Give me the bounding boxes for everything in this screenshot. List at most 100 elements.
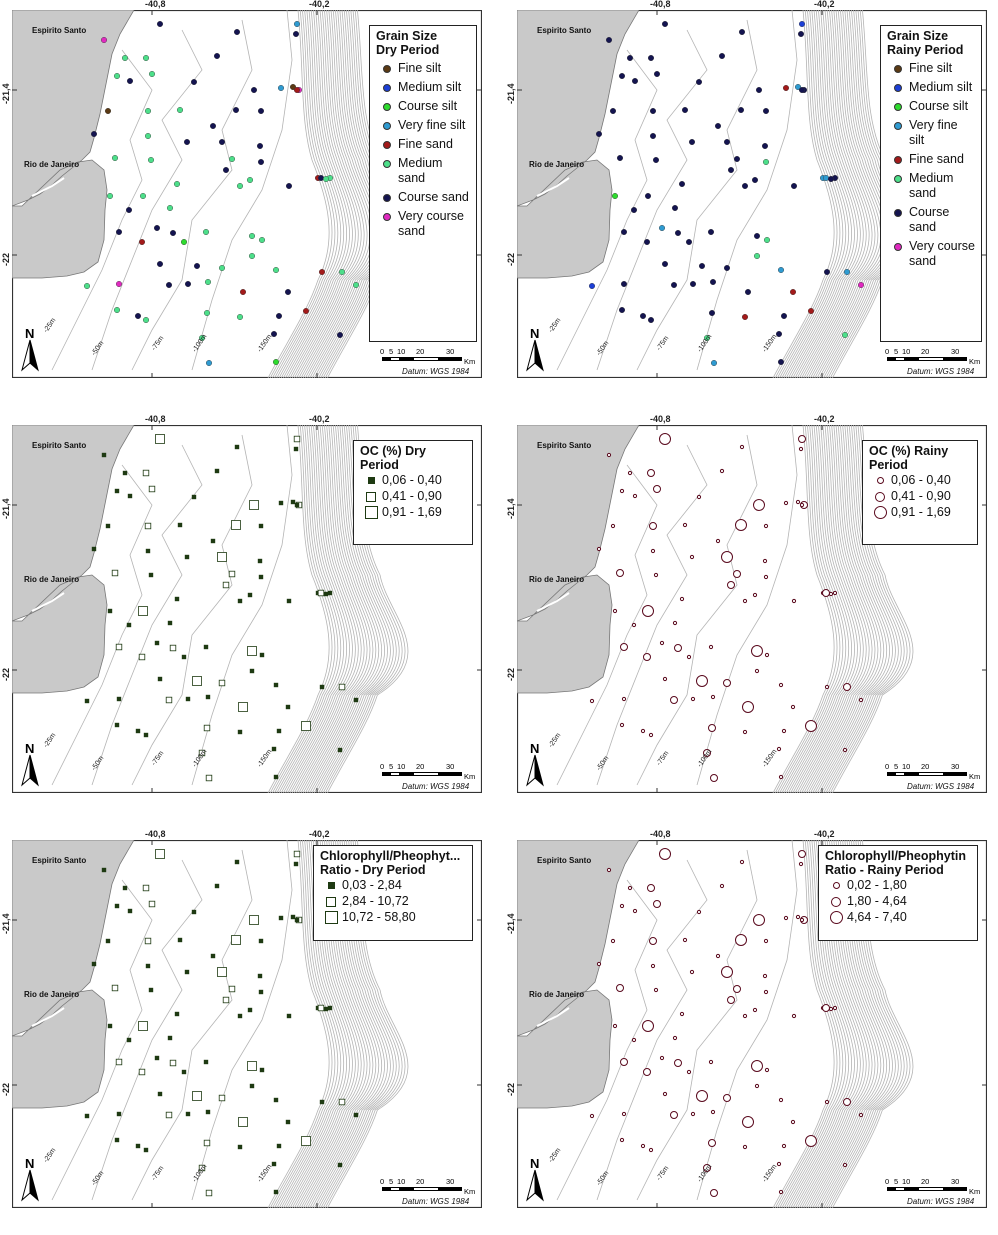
station-square: [278, 500, 284, 506]
station-square: [319, 1099, 325, 1105]
scale-numbers: 0 5 10 20 30: [885, 347, 985, 357]
scale-segment: [903, 358, 920, 360]
station-point: [273, 359, 280, 366]
station-circle: [822, 1004, 830, 1012]
legend-label: Course silt: [909, 99, 969, 113]
station-circle: [672, 1035, 678, 1041]
station-circle: [612, 608, 618, 614]
station-square: [293, 861, 299, 867]
station-point: [842, 332, 849, 339]
station-square: [169, 644, 177, 652]
legend-title: Chlorophyll/Pheophyt...: [320, 849, 461, 863]
station-circle: [632, 908, 638, 914]
station-square: [84, 698, 90, 704]
scale-segment: [390, 358, 399, 360]
station-circle: [754, 668, 760, 674]
station-point: [218, 264, 225, 271]
legend-item: 4,64 - 7,40: [825, 910, 971, 925]
land-area: [517, 840, 640, 1109]
x-tick-label: -40,2: [814, 414, 835, 424]
station-circle: [753, 914, 765, 926]
station-point: [733, 155, 740, 162]
scale-bar: 0 5 10 20 30 Km: [380, 762, 480, 792]
y-tick-label: -21,4: [506, 913, 516, 934]
station-square: [285, 704, 291, 710]
station-circle: [642, 605, 654, 617]
bathymetry-contours: [51, 425, 409, 793]
station-circle: [596, 546, 602, 552]
station-point: [286, 182, 293, 189]
legend-label: 2,84 - 10,72: [342, 894, 409, 908]
station-circle: [643, 653, 651, 661]
legend: OC (%) Rainy Period 0,06 - 0,40 0,41 - 0,90…: [862, 440, 978, 545]
legend-title: Ratio - Dry Period: [320, 863, 426, 877]
y-tick-label: -22: [1, 1082, 11, 1096]
legend-label: 0,03 - 2,84: [342, 878, 402, 892]
station-circle: [805, 720, 817, 732]
station-circle: [606, 867, 612, 873]
station-circle: [620, 1058, 628, 1066]
station-point: [173, 180, 180, 187]
scale-segment: [919, 773, 943, 775]
y-tick-label: -21,4: [1, 83, 11, 104]
scale-unit: Km: [464, 357, 476, 366]
station-point: [148, 71, 155, 78]
station-point: [183, 138, 190, 145]
station-point: [798, 31, 805, 38]
station-circle: [764, 1067, 770, 1073]
legend: OC (%) Dry Period 0,06 - 0,40 0,41 - 0,90 0,…: [353, 440, 473, 545]
legend-symbol-icon: [376, 118, 398, 133]
station-point: [670, 282, 677, 289]
legend-item: 2,84 - 10,72: [320, 894, 466, 909]
station-square: [290, 914, 296, 920]
station-square: [143, 732, 149, 738]
station-circle: [610, 523, 616, 529]
station-point: [156, 260, 163, 267]
station-square: [177, 937, 183, 943]
station-circle: [721, 966, 733, 978]
legend-dot-icon: [894, 242, 902, 251]
station-circle: [778, 1097, 784, 1103]
station-point: [737, 106, 744, 113]
station-circle: [727, 581, 735, 589]
y-tick-label: -22: [506, 1082, 516, 1096]
station-point: [790, 289, 797, 296]
station-point: [671, 204, 678, 211]
legend-dot-icon: [383, 121, 391, 130]
station-point: [337, 332, 344, 339]
station-square: [234, 859, 240, 865]
legend-item: Fine silt: [376, 61, 470, 76]
station-circle: [703, 749, 711, 757]
station-square: [203, 1139, 211, 1147]
station-circle: [631, 622, 637, 628]
station-point: [703, 335, 710, 342]
north-arrow-icon: [21, 754, 39, 787]
station-square: [222, 996, 230, 1004]
station-square: [91, 961, 97, 967]
legend-dot-icon: [894, 121, 902, 130]
map-canvas: [12, 425, 482, 793]
legend-symbol-icon: [887, 80, 909, 95]
station-square: [126, 622, 132, 628]
legend-symbol-icon: [320, 894, 342, 909]
station-square: [155, 434, 165, 444]
station-circle: [764, 652, 770, 658]
station-point: [643, 238, 650, 245]
station-circle: [762, 973, 768, 979]
station-square: [169, 1059, 177, 1067]
station-point: [618, 307, 625, 314]
station-point: [293, 31, 300, 38]
station-point: [339, 269, 346, 276]
legend-item: 0,41 - 0,90: [360, 489, 466, 504]
station-circle: [670, 696, 678, 704]
station-point: [138, 238, 145, 245]
station-square: [142, 469, 150, 477]
station-point: [290, 83, 297, 90]
station-point: [139, 192, 146, 199]
station-square: [148, 987, 154, 993]
station-point: [688, 138, 695, 145]
scale-number: 10: [902, 762, 911, 771]
y-tick-label: -21,4: [506, 498, 516, 519]
station-square: [271, 746, 277, 752]
station-circle: [674, 1059, 682, 1067]
